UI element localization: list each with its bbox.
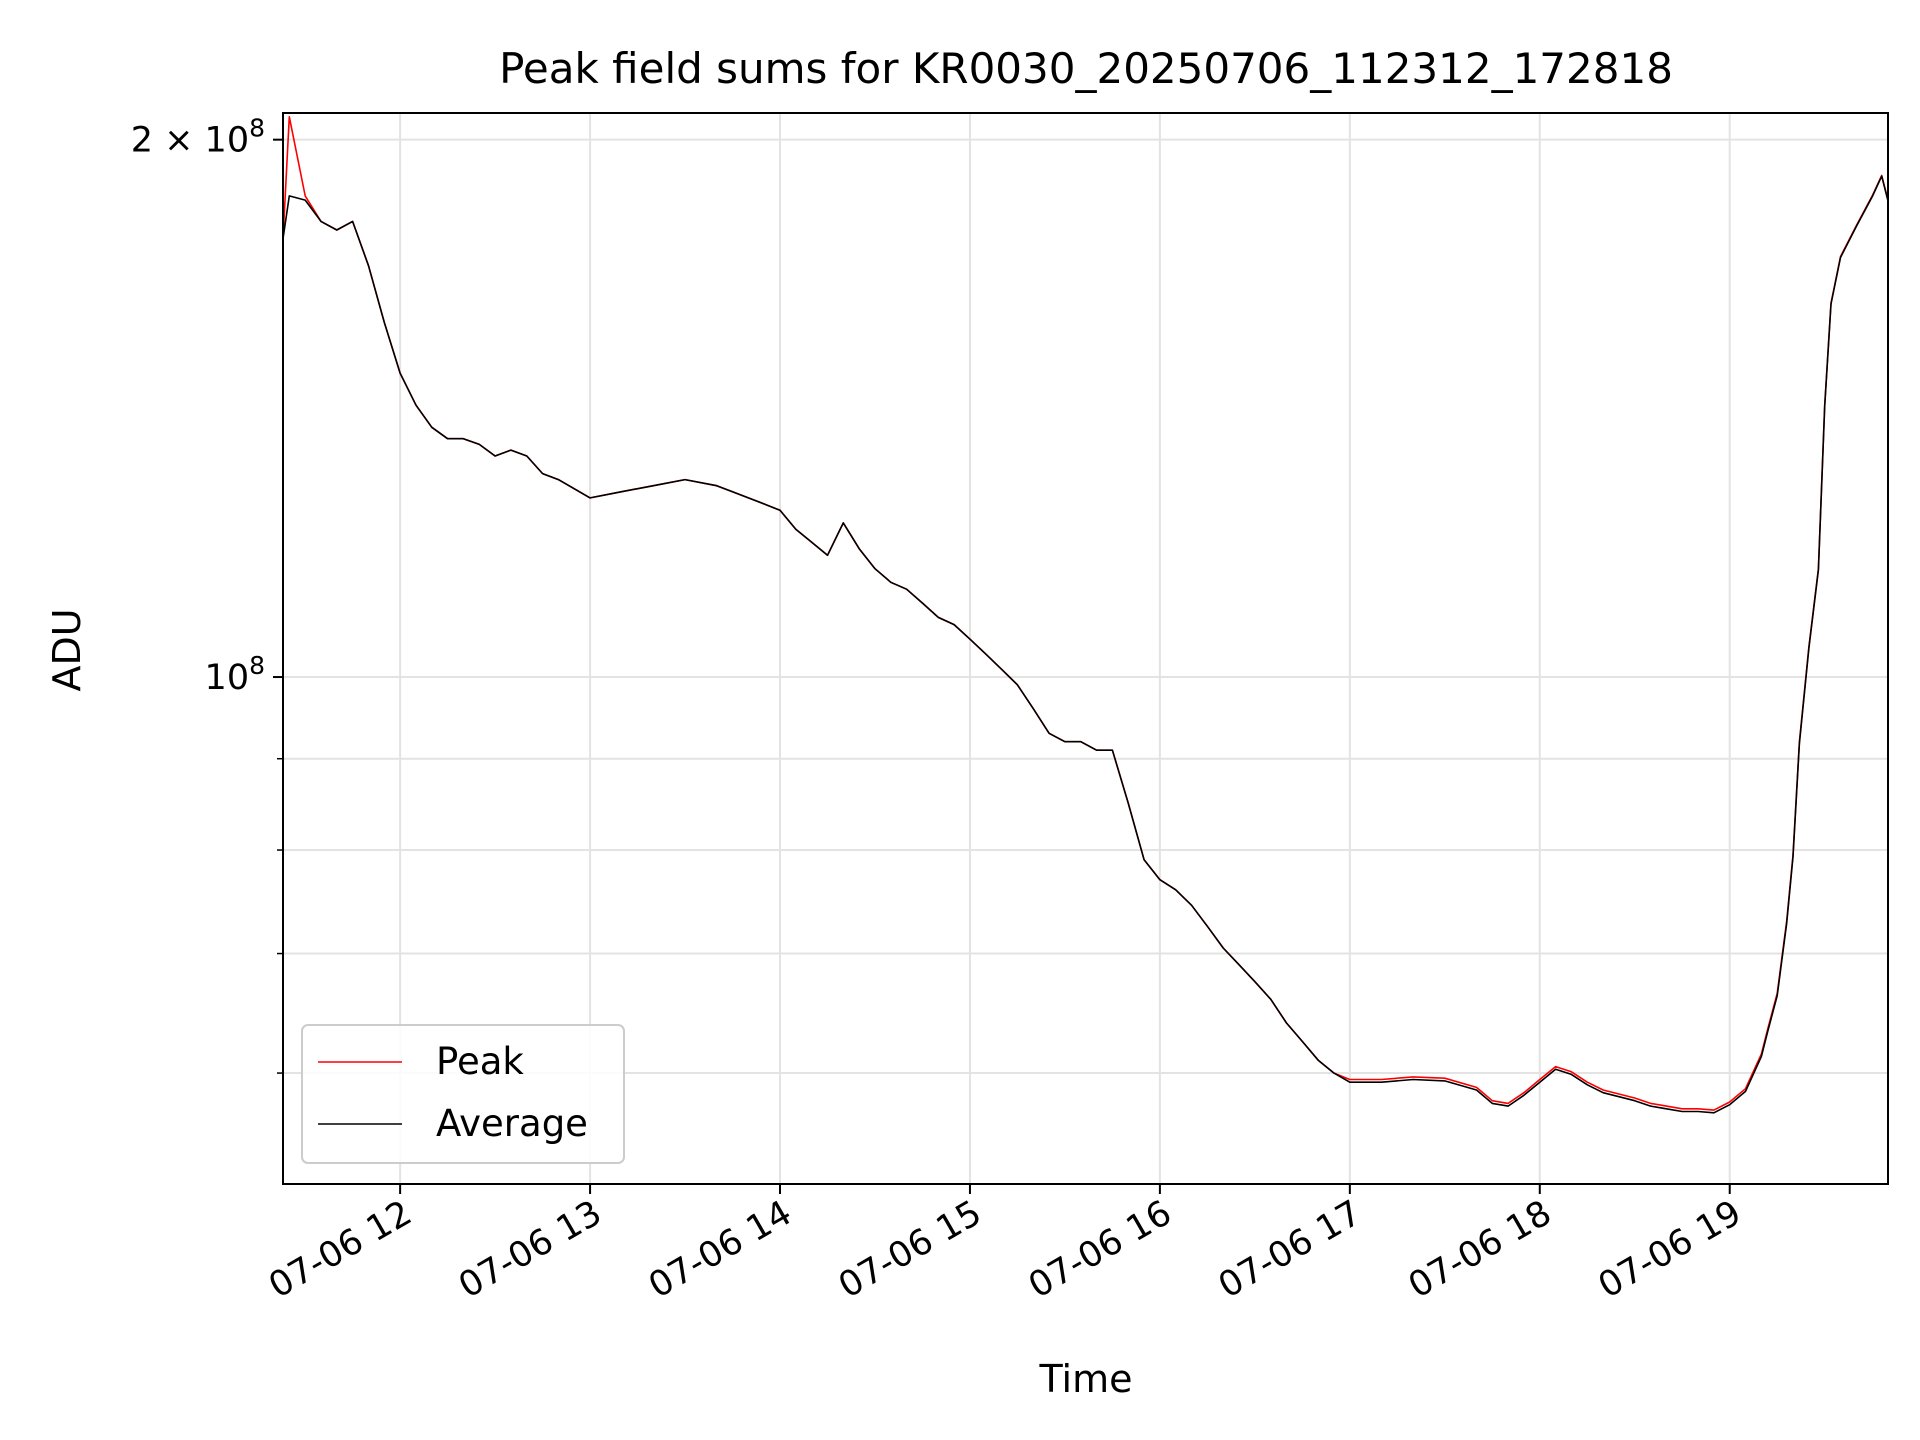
y-tick-label: 108 xyxy=(205,651,265,698)
x-axis-label: Time xyxy=(1039,1357,1133,1401)
grid xyxy=(283,113,1888,1184)
y-tick-label: 2 × 108 xyxy=(131,114,265,161)
y-axis-label: ADU xyxy=(45,608,89,691)
y-tick-label-base: 2 × 10 xyxy=(131,121,249,161)
y-tick-label-base: 10 xyxy=(205,658,250,698)
axes-frame xyxy=(282,112,1889,1185)
legend-label-peak: Peak xyxy=(436,1040,524,1083)
y-tick-label-exponent: 8 xyxy=(249,114,265,143)
legend-box xyxy=(301,1024,625,1164)
legend: Peak Average xyxy=(301,1024,625,1164)
chart-title: Peak field sums for KR0030_20250706_1123… xyxy=(499,44,1673,93)
legend-label-average: Average xyxy=(436,1102,588,1145)
y-tick-label-exponent: 8 xyxy=(249,651,265,680)
plot-area xyxy=(282,116,1889,1114)
series-line-average xyxy=(282,175,1889,1114)
